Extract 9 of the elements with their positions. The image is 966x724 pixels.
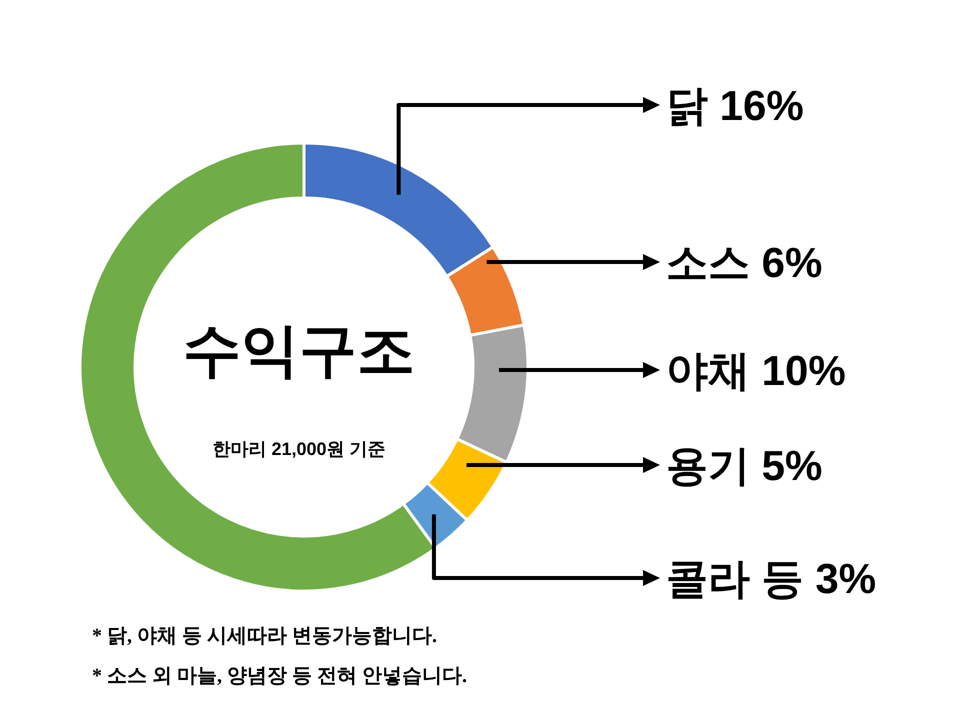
text: * 닭, 야채 등 시세따라 변동가능합니다. <box>92 624 437 649</box>
text: * 소스 외 마늘, 양념장 등 전혀 안넣습니다. <box>92 664 467 689</box>
text: 한마리 21,000원 기준 <box>211 438 387 461</box>
text: 수익구조 <box>182 317 416 385</box>
slice-label: 소스 6% <box>666 238 822 286</box>
slice-label: 용기 5% <box>666 442 822 488</box>
slice-label: 닭 16% <box>666 82 804 128</box>
slice-label: 콜라 등 3% <box>666 554 876 602</box>
slice-label: 야채 10% <box>666 346 846 394</box>
